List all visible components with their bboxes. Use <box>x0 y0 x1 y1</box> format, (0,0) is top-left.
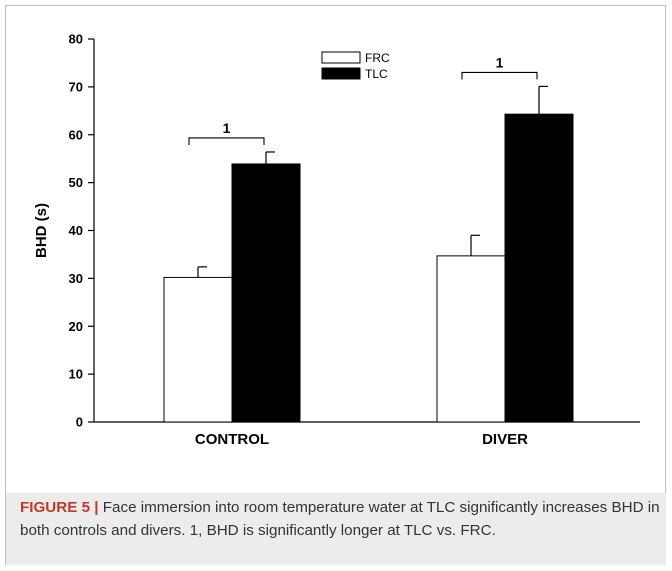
y-tick-label: 40 <box>69 223 83 238</box>
significance-bracket <box>188 137 265 145</box>
legend-swatch-frc <box>321 51 361 64</box>
bar-tlc-diver <box>504 113 574 423</box>
significance-label: 1 <box>496 54 504 70</box>
y-tick-label: 20 <box>69 319 83 334</box>
figure-label: FIGURE 5 <box>20 499 91 516</box>
bar-frc-diver <box>436 255 506 423</box>
y-axis-label: BHD (s) <box>33 203 50 258</box>
legend-label-tlc: TLC <box>365 67 388 81</box>
legend-swatch-tlc <box>321 67 361 80</box>
caption-background <box>6 493 666 565</box>
x-category-label: CONTROL <box>195 431 269 448</box>
significance-label: 1 <box>223 120 231 136</box>
legend-label-frc: FRC <box>365 51 390 65</box>
chart-legend: FRC TLC <box>321 51 390 81</box>
figure-separator: | <box>94 499 99 516</box>
y-tick-label: 10 <box>69 367 83 382</box>
figure-caption-text: Face immersion into room temperature wat… <box>20 499 660 539</box>
y-tick-label: 50 <box>69 175 83 190</box>
chart-annotations: 11 <box>188 54 538 145</box>
y-tick-label: 0 <box>76 415 83 430</box>
significance-bracket <box>461 71 538 80</box>
figure-caption: FIGURE 5 | Face immersion into room temp… <box>20 497 660 542</box>
x-category-label: DIVER <box>482 431 528 448</box>
chart-bars <box>163 85 574 423</box>
y-tick-label: 60 <box>69 127 83 142</box>
bar-chart: 0 10 20 30 40 50 60 70 80 BHD (s) CONTROL DIVER FRC… <box>33 32 640 448</box>
bar-tlc-control <box>231 163 301 423</box>
bar-frc-control <box>163 276 233 423</box>
y-tick-label: 70 <box>69 79 83 94</box>
y-tick-label: 80 <box>69 32 83 47</box>
y-tick-label: 30 <box>69 271 83 286</box>
